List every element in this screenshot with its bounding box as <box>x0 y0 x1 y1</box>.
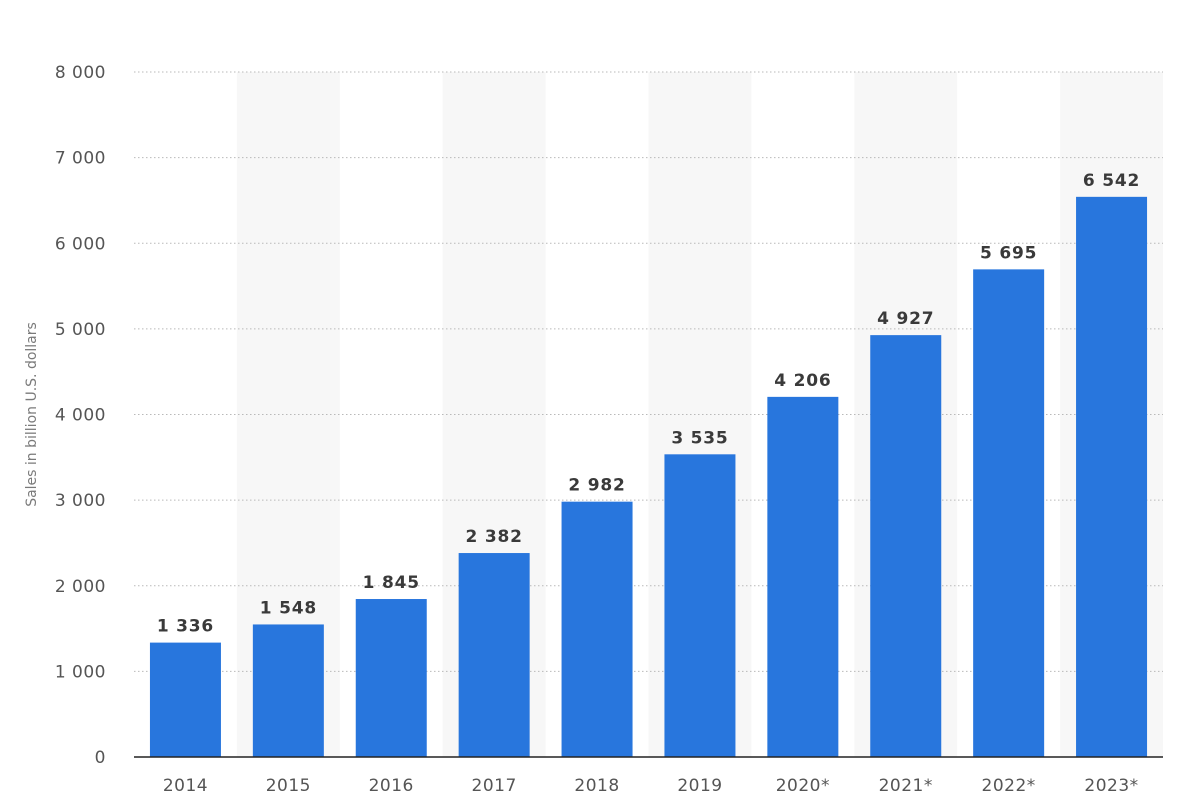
x-tick-label: 2015 <box>266 776 311 796</box>
y-tick-label: 8 000 <box>55 63 106 83</box>
x-tick-label: 2014 <box>163 776 208 796</box>
bar <box>252 624 324 757</box>
x-tick-label: 2018 <box>574 776 619 796</box>
bar <box>973 269 1045 757</box>
bar <box>1076 196 1148 757</box>
y-tick-label: 7 000 <box>55 149 106 169</box>
data-label: 2 382 <box>466 527 523 547</box>
x-tick-label: 2017 <box>472 776 517 796</box>
data-label: 1 548 <box>260 598 317 618</box>
bar <box>149 642 221 757</box>
y-tick-label: 2 000 <box>55 577 106 597</box>
y-tick-label: 3 000 <box>55 491 106 511</box>
x-tick-label: 2019 <box>677 776 722 796</box>
data-label: 3 535 <box>671 428 728 448</box>
y-axis-label: Sales in billion U.S. dollars <box>24 322 40 507</box>
y-tick-label: 5 000 <box>55 320 106 340</box>
bar <box>355 599 427 757</box>
data-label: 4 206 <box>774 371 831 391</box>
bar <box>870 335 942 757</box>
data-label: 1 336 <box>157 617 214 637</box>
bars <box>149 196 1148 757</box>
data-labels: 1 336 1 548 1 845 2 382 2 982 3 535 4 206 4 927… <box>157 171 1140 637</box>
bar <box>767 396 839 757</box>
x-tick-label: 2016 <box>369 776 414 796</box>
x-tick-label: 2021* <box>879 776 933 796</box>
data-label: 1 845 <box>363 573 420 593</box>
x-axis-ticks: 2014 2015 2016 2017 2018 2019 2020* 2021* 2022* 2… <box>163 776 1138 796</box>
data-label: 6 542 <box>1083 171 1140 191</box>
data-label: 4 927 <box>877 309 934 329</box>
data-label: 2 982 <box>568 476 625 496</box>
data-label: 5 695 <box>980 243 1037 263</box>
y-tick-label: 0 <box>95 748 106 768</box>
x-tick-label: 2023* <box>1084 776 1138 796</box>
x-tick-label: 2020* <box>776 776 830 796</box>
y-tick-label: 1 000 <box>55 662 106 682</box>
bar <box>458 553 530 757</box>
y-tick-label: 6 000 <box>55 234 106 254</box>
bar <box>561 501 633 757</box>
x-tick-label: 2022* <box>982 776 1036 796</box>
y-axis-ticks: 0 1 000 2 000 3 000 4 000 5 000 6 000 7 000 8 00… <box>55 63 106 768</box>
y-tick-label: 4 000 <box>55 406 106 426</box>
bar <box>664 454 736 757</box>
